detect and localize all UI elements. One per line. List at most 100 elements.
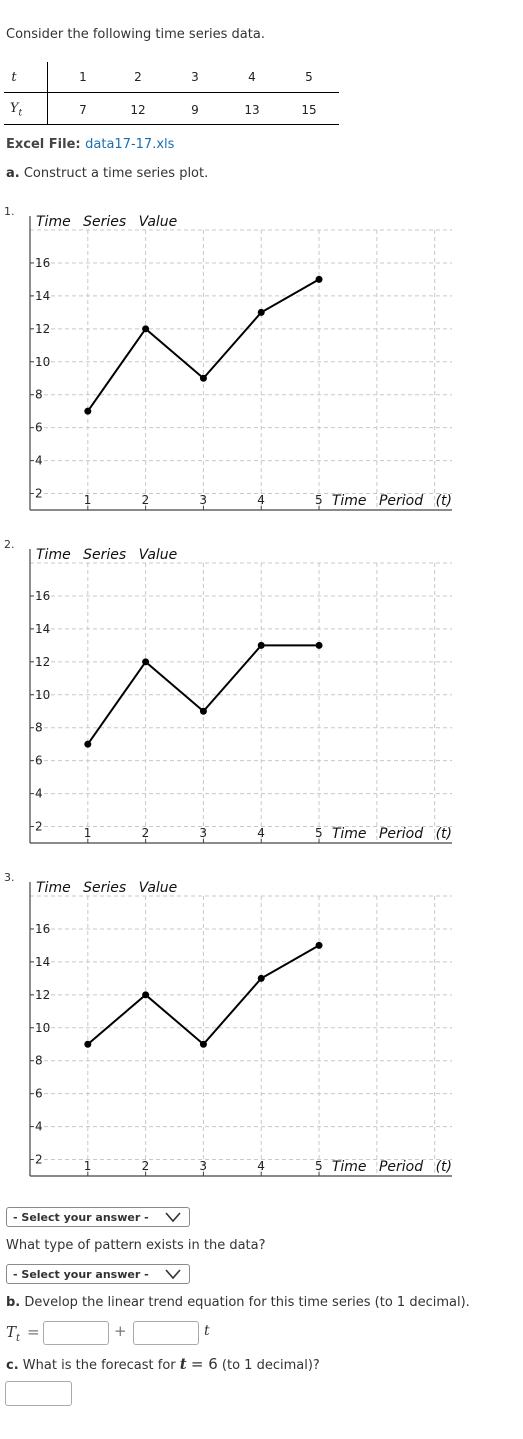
y-tick-label: 2 [35, 820, 43, 834]
y-tick-label: 4 [35, 1120, 43, 1134]
pattern-question: What type of pattern exists in the data? [6, 1238, 266, 1253]
y-tick-label: 14 [35, 622, 50, 636]
y-tick-label: 16 [35, 922, 50, 936]
equation-var: t [204, 1323, 210, 1339]
part-c-text-before: What is the forecast for [22, 1358, 176, 1373]
intercept-input[interactable] [43, 1321, 109, 1345]
select-label: - Select your answer - [13, 1211, 149, 1224]
x-tick-label: 5 [315, 826, 323, 840]
slope-input[interactable] [133, 1321, 199, 1345]
data-point [84, 407, 92, 415]
forecast-input[interactable] [5, 1381, 72, 1406]
y-axis-label: Time Series Value [36, 214, 177, 230]
part-a-text: Construct a time series plot. [23, 166, 209, 181]
table-t-cell: 5 [305, 70, 313, 84]
option-number: 1. [4, 205, 15, 218]
y-tick-label: 16 [35, 589, 50, 603]
part-b-text: Develop the linear trend equation for th… [24, 1295, 470, 1310]
x-tick-label: 3 [199, 1159, 207, 1173]
table-bottom-line [4, 124, 339, 125]
x-tick-label: 3 [199, 826, 207, 840]
table-y-subscript: t [18, 108, 23, 119]
option-number: 3. [4, 871, 15, 884]
option-number: 2. [4, 538, 15, 551]
part-a-question: a. Construct a time series plot. [6, 166, 208, 181]
data-point [84, 1040, 92, 1048]
y-tick-label: 10 [35, 1021, 50, 1035]
y-tick-label: 8 [35, 1054, 43, 1068]
y-tick-label: 14 [35, 955, 50, 969]
y-tick-label: 6 [35, 754, 43, 768]
intro-text: Consider the following time series data. [6, 27, 265, 42]
part-c-question: c. What is the forecast for t = 6 (to 1 … [6, 1355, 320, 1373]
data-point [142, 658, 150, 666]
table-t-cell: 4 [248, 70, 256, 84]
y-tick-label: 2 [35, 1153, 43, 1167]
y-tick-label: 6 [35, 421, 43, 435]
data-point [315, 275, 323, 283]
y-tick-label: 10 [35, 355, 50, 369]
chevron-down-icon [165, 1269, 181, 1280]
part-c-eq: = 6 [190, 1355, 218, 1373]
y-tick-label: 4 [35, 787, 43, 801]
chevron-down-icon [165, 1212, 181, 1223]
table-t-label: t [11, 70, 17, 85]
table-y-cell: 13 [244, 103, 260, 117]
equation-plus: + [114, 1322, 127, 1340]
answer-select-pattern[interactable]: - Select your answer - [6, 1264, 190, 1284]
y-tick-label: 6 [35, 1087, 43, 1101]
y-tick-label: 8 [35, 388, 43, 402]
answer-select-plot[interactable]: - Select your answer - [6, 1207, 190, 1227]
y-axis-label: Time Series Value [36, 880, 177, 896]
x-tick-label: 4 [257, 826, 265, 840]
equation-equals: = [27, 1323, 40, 1341]
x-tick-label: 2 [142, 493, 150, 507]
x-axis-label: Time Period (t) [332, 493, 452, 509]
part-a-letter: a. [6, 166, 20, 181]
data-point [199, 374, 207, 382]
y-tick-label: 2 [35, 487, 43, 501]
y-tick-label: 12 [35, 322, 50, 336]
excel-file-line: Excel File: data17-17.xls [6, 137, 174, 152]
data-point [199, 1040, 207, 1048]
part-c-var: t [179, 1355, 187, 1373]
x-tick-label: 2 [142, 1159, 150, 1173]
data-point [142, 991, 150, 999]
excel-file-label: Excel File: [6, 137, 81, 152]
part-b-question: b. Develop the linear trend equation for… [6, 1295, 470, 1310]
y-tick-label: 4 [35, 454, 43, 468]
x-tick-label: 1 [84, 826, 92, 840]
x-tick-label: 1 [84, 1159, 92, 1173]
table-y-cell: 15 [301, 103, 317, 117]
table-t-cell: 2 [134, 70, 142, 84]
select-label: - Select your answer - [13, 1268, 149, 1281]
y-tick-label: 14 [35, 289, 50, 303]
part-c-text-after: (to 1 decimal)? [221, 1358, 320, 1373]
data-point [142, 325, 150, 333]
equation-T: T [6, 1323, 17, 1341]
excel-file-link[interactable]: data17-17.xls [85, 137, 175, 152]
x-tick-label: 4 [257, 1159, 265, 1173]
y-axis-label: Time Series Value [36, 547, 177, 563]
data-table: t Yt 1 2 3 4 5 7 12 9 13 15 [4, 62, 339, 126]
x-tick-label: 3 [199, 493, 207, 507]
x-tick-label: 5 [315, 1159, 323, 1173]
data-point [84, 740, 92, 748]
table-y-cell: 9 [191, 103, 199, 117]
x-tick-label: 4 [257, 493, 265, 507]
x-tick-label: 1 [84, 493, 92, 507]
x-tick-label: 5 [315, 493, 323, 507]
equation-subscript: t [16, 1333, 21, 1344]
x-axis-label: Time Period (t) [332, 1159, 452, 1175]
data-point [257, 308, 265, 316]
equation-lhs: Tt [6, 1323, 20, 1344]
part-c-letter: c. [6, 1358, 19, 1373]
y-tick-label: 10 [35, 688, 50, 702]
table-y-letter: Y [9, 101, 19, 116]
data-point [257, 974, 265, 982]
y-tick-label: 12 [35, 655, 50, 669]
data-point [257, 641, 265, 649]
